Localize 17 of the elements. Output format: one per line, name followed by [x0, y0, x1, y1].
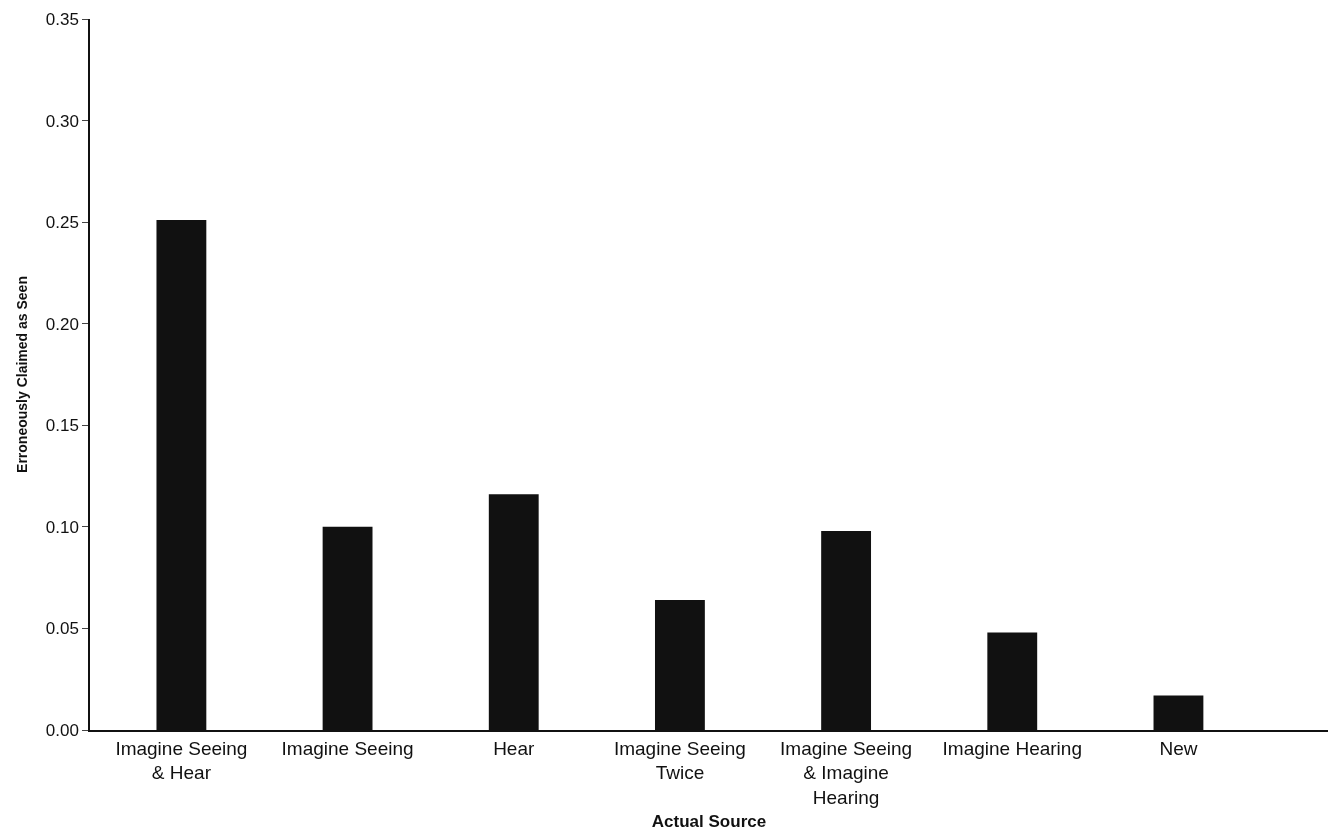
x-axis-title: Actual Source	[651, 811, 767, 831]
x-tick-label: Imagine Seeing	[281, 737, 414, 759]
y-tick-label: 0.30	[45, 111, 79, 131]
y-tick-label: 0.00	[45, 720, 79, 740]
y-axis-title: Erroneously Claimed as Seen	[13, 276, 30, 473]
x-tick-label: Imagine Hearing	[942, 737, 1082, 759]
y-tick-label: 0.20	[45, 314, 79, 334]
y-tick-label: 0.25	[45, 213, 79, 233]
x-tick-label: Imagine Seeing Twice	[613, 737, 746, 784]
y-tick-label: 0.15	[45, 416, 79, 436]
x-tick-label: New	[1159, 737, 1198, 759]
x-tick-label: Imagine Seeing & Hear	[115, 737, 248, 784]
x-tick-label: Hear	[493, 737, 535, 759]
y-tick-label: 0.05	[45, 619, 79, 639]
y-tick-label: 0.10	[45, 517, 79, 537]
y-tick-label: 0.35	[45, 9, 79, 29]
x-tick-label: Imagine Seeing & Imagine Hearing	[780, 737, 913, 808]
